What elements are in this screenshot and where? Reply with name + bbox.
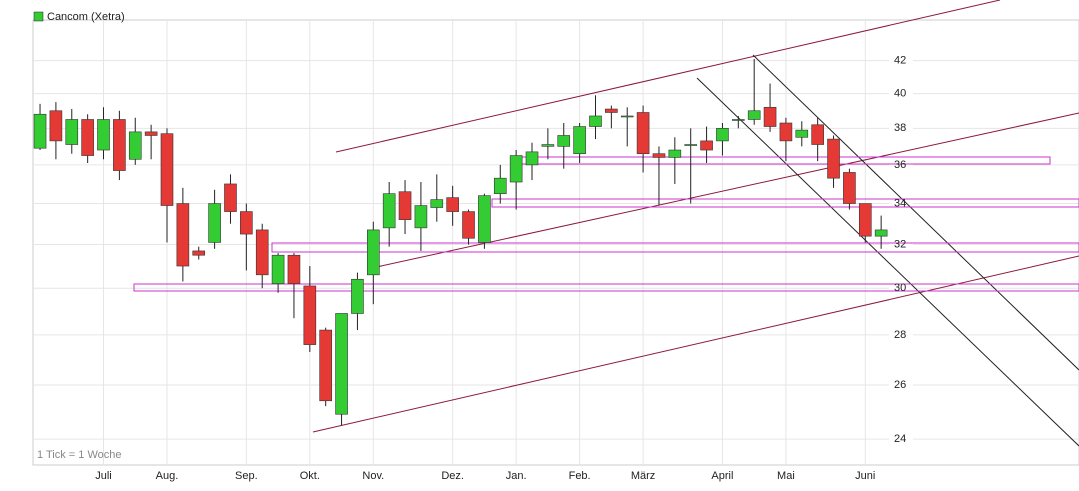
candle-body (811, 124, 824, 145)
candle-body (589, 115, 602, 127)
x-tick-label: März (631, 470, 655, 482)
candle-body (33, 113, 47, 149)
y-tick-label: 40 (894, 88, 906, 100)
candle-body (240, 211, 253, 235)
candle-body (509, 155, 523, 183)
candle-body (557, 135, 571, 147)
legend-label: Cancom (Xetra) (47, 11, 125, 23)
candle-body (351, 278, 364, 314)
x-tick-label: Juli (95, 470, 112, 482)
candle-body (271, 254, 285, 285)
candle-body (493, 177, 507, 194)
y-tick-label: 32 (894, 238, 906, 250)
x-tick-label: Sep. (235, 470, 258, 482)
y-tick-label: 42 (894, 55, 906, 67)
candle-body (636, 112, 650, 155)
trend-line (312, 255, 1079, 433)
candle-body (160, 133, 174, 206)
candle-body (398, 191, 412, 220)
y-tick-label: 28 (894, 329, 906, 341)
candle-body (525, 151, 539, 166)
y-tick-label: 36 (894, 159, 906, 171)
candle-body (668, 149, 682, 158)
candle-body (81, 119, 94, 156)
support-band (271, 242, 1079, 253)
candle-body (192, 250, 206, 256)
trend-line (335, 0, 1001, 153)
candle-body (732, 119, 745, 121)
candle-body (716, 128, 729, 142)
candle-body (747, 110, 761, 120)
candle-body (287, 254, 301, 285)
candle-body (208, 203, 221, 243)
y-tick-label: 34 (894, 197, 906, 209)
candle-body (652, 153, 666, 158)
candle-body (49, 110, 63, 142)
candle-body (335, 313, 348, 415)
candle-body (319, 329, 332, 402)
candle-body (303, 285, 317, 345)
legend-swatch (33, 11, 44, 22)
candle-body (113, 119, 126, 171)
candle-body (430, 199, 444, 208)
y-tick-label: 26 (894, 379, 906, 391)
x-tick-label: Jan. (506, 470, 527, 482)
y-tick-label: 24 (894, 433, 906, 445)
candle-body (874, 229, 888, 237)
x-tick-label: Juni (855, 470, 875, 482)
candle-body (97, 119, 110, 151)
trend-line (696, 77, 1079, 447)
candle-body (858, 203, 872, 237)
candle-body (620, 115, 634, 118)
candle-body (700, 140, 713, 151)
candle-body (605, 108, 618, 113)
support-band (133, 283, 1079, 292)
x-tick-label: Nov. (362, 470, 384, 482)
x-tick-label: Aug. (156, 470, 179, 482)
candle-body (779, 122, 793, 142)
candle-body (224, 183, 237, 212)
candle-body (684, 144, 698, 146)
candle-body (255, 229, 269, 276)
candle-body (795, 129, 809, 138)
candle-body (128, 131, 142, 160)
x-tick-label: April (711, 470, 733, 482)
trend-line (752, 54, 1079, 371)
candle-body (65, 119, 79, 145)
candle-body (827, 138, 840, 179)
candle-body (843, 172, 856, 204)
x-tick-label: Mai (777, 470, 795, 482)
x-tick-label: Dez. (441, 470, 464, 482)
candles (33, 59, 888, 426)
candle-body (573, 126, 586, 155)
candle-body (382, 193, 396, 229)
candle-body (462, 211, 475, 239)
candle-body (763, 106, 777, 127)
candle-body (367, 229, 380, 276)
y-tick-label: 38 (894, 122, 906, 134)
x-tick-label: Feb. (569, 470, 591, 482)
candle-body (541, 144, 555, 147)
candle-body (414, 205, 428, 229)
candle-body (144, 131, 158, 136)
x-tick-label: Okt. (300, 470, 320, 482)
note: 1 Tick = 1 Woche (37, 449, 121, 461)
candle-body (446, 197, 459, 212)
candle-body (478, 195, 491, 243)
candle-body (176, 203, 190, 267)
support-band (491, 198, 1079, 208)
y-tick-label: 30 (894, 282, 906, 294)
